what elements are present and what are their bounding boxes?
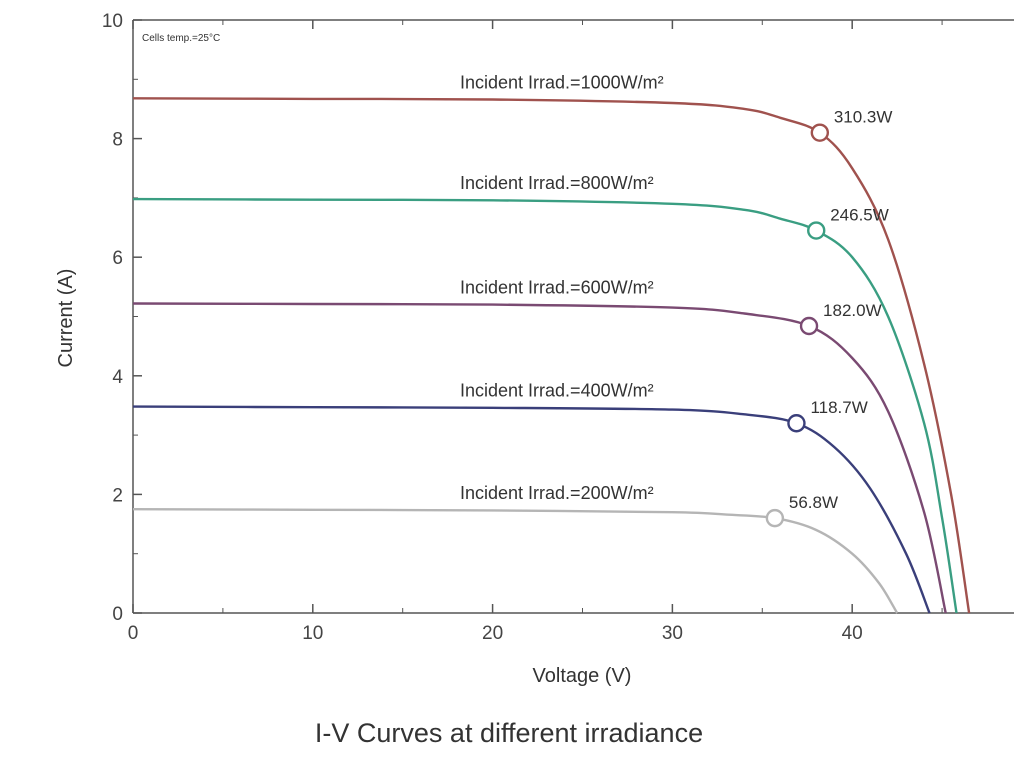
- power-label-5: 56.8W: [789, 493, 838, 512]
- iv-curve-4: [132, 405, 931, 614]
- power-label-2: 246.5W: [830, 206, 889, 225]
- power-label-4: 118.7W: [810, 398, 867, 417]
- iv-curve-2: [132, 197, 958, 614]
- y-tick-label: 2: [112, 485, 123, 506]
- chart-title: I-V Curves at different irradiance: [314, 718, 704, 748]
- curve-labels: 310.3W Incident Irrad.=1000W/m² 246.5W Inci…: [460, 72, 892, 512]
- mpp-marker-5: [765, 508, 785, 528]
- curve-label-1: Incident Irrad.=1000W/m²: [460, 72, 664, 92]
- y-axis-label: Current (A): [55, 269, 77, 368]
- mpp-marker-4: [787, 414, 806, 433]
- curve-label-4: Incident Irrad.=400W/m²: [460, 381, 654, 401]
- y-tick-label: 10: [102, 11, 123, 32]
- mpp-markers: [765, 123, 830, 528]
- iv-curve-1: [132, 97, 971, 614]
- y-tick-label: 6: [112, 248, 123, 269]
- iv-curve-5: [132, 508, 899, 614]
- curve-label-2: Incident Irrad.=800W/m²: [460, 173, 654, 193]
- mpp-marker-1: [810, 123, 830, 142]
- x-tick-label: 20: [482, 623, 503, 644]
- iv-curve-3: [132, 302, 947, 614]
- curves: [132, 97, 971, 614]
- mpp-marker-2: [807, 221, 826, 240]
- x-tick-label: 0: [128, 623, 139, 644]
- x-axis-label: Voltage (V): [533, 665, 632, 687]
- y-tick-label: 0: [112, 604, 123, 625]
- axis-ticks: 0 10 20 30 40 0 2 4 6 8 10: [102, 11, 943, 644]
- x-tick-label: 40: [842, 623, 863, 644]
- cell-temperature-note: Cells temp.=25°C: [142, 33, 220, 44]
- curve-label-3: Incident Irrad.=600W/m²: [460, 277, 654, 297]
- power-label-3: 182.0W: [823, 301, 882, 320]
- x-tick-label: 30: [662, 623, 683, 644]
- x-tick-label: 10: [302, 623, 323, 644]
- mpp-marker-3: [799, 316, 819, 336]
- y-tick-label: 4: [112, 367, 123, 388]
- curve-label-5: Incident Irrad.=200W/m²: [460, 483, 654, 503]
- power-label-1: 310.3W: [834, 108, 893, 127]
- y-tick-label: 8: [112, 130, 123, 151]
